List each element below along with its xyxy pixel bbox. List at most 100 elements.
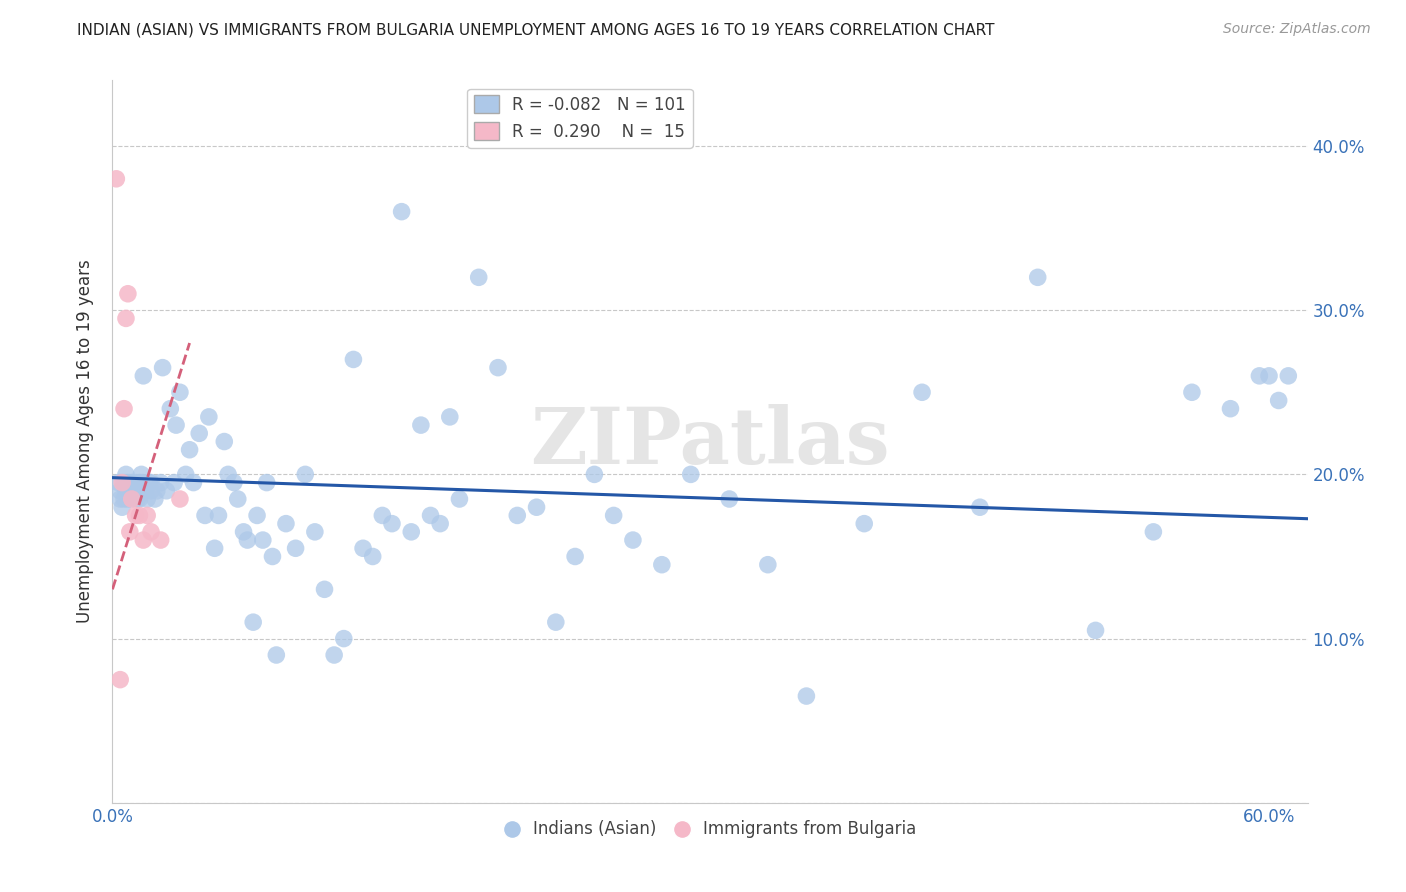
Point xyxy=(718,491,741,506)
Point xyxy=(583,467,606,482)
Point xyxy=(467,270,489,285)
Point xyxy=(117,475,139,490)
Point xyxy=(149,533,172,547)
Point xyxy=(232,524,254,539)
Point xyxy=(174,467,197,482)
Point xyxy=(111,475,134,490)
Point xyxy=(544,615,567,630)
Point xyxy=(252,533,274,547)
Point xyxy=(419,508,441,523)
Text: Source: ZipAtlas.com: Source: ZipAtlas.com xyxy=(1223,22,1371,37)
Point xyxy=(506,508,529,523)
Point xyxy=(1267,393,1289,408)
Point xyxy=(1142,524,1164,539)
Point xyxy=(333,632,356,646)
Point xyxy=(134,483,156,498)
Point xyxy=(1249,368,1271,383)
Point xyxy=(108,673,131,687)
Point xyxy=(127,491,149,506)
Point xyxy=(796,689,818,703)
Point xyxy=(169,491,191,506)
Point xyxy=(128,475,150,490)
Point xyxy=(969,500,991,515)
Point xyxy=(401,524,423,539)
Point xyxy=(486,360,509,375)
Point xyxy=(108,491,131,506)
Point xyxy=(146,483,169,498)
Point xyxy=(361,549,384,564)
Point xyxy=(131,467,153,482)
Point xyxy=(342,352,364,367)
Point xyxy=(188,426,211,441)
Point xyxy=(602,508,624,523)
Point xyxy=(449,491,471,506)
Point xyxy=(1219,401,1241,416)
Point xyxy=(108,483,131,498)
Point xyxy=(107,475,129,490)
Point xyxy=(118,524,141,539)
Point xyxy=(122,483,145,498)
Point xyxy=(124,508,146,523)
Point xyxy=(198,409,221,424)
Point xyxy=(911,385,934,400)
Point xyxy=(256,475,278,490)
Point xyxy=(1026,270,1049,285)
Point xyxy=(266,648,288,662)
Point xyxy=(183,475,205,490)
Point xyxy=(853,516,876,531)
Point xyxy=(115,467,138,482)
Point xyxy=(152,360,174,375)
Point xyxy=(651,558,673,572)
Point xyxy=(526,500,548,515)
Point xyxy=(112,491,135,506)
Point xyxy=(127,483,149,498)
Point xyxy=(262,549,284,564)
Point xyxy=(274,516,297,531)
Point xyxy=(429,516,451,531)
Point xyxy=(115,483,138,498)
Point xyxy=(115,311,138,326)
Point xyxy=(246,508,269,523)
Point xyxy=(136,491,159,506)
Point xyxy=(222,475,245,490)
Point xyxy=(117,286,139,301)
Point xyxy=(155,483,177,498)
Point xyxy=(226,491,249,506)
Point xyxy=(217,467,239,482)
Point xyxy=(121,491,143,506)
Point xyxy=(439,409,461,424)
Point xyxy=(352,541,374,556)
Point xyxy=(132,368,155,383)
Point xyxy=(112,475,135,490)
Point xyxy=(381,516,404,531)
Point xyxy=(1084,624,1107,638)
Point xyxy=(179,442,201,457)
Point xyxy=(314,582,336,597)
Point xyxy=(163,475,186,490)
Point xyxy=(756,558,779,572)
Point xyxy=(169,385,191,400)
Point xyxy=(207,508,229,523)
Point xyxy=(391,204,413,219)
Point xyxy=(236,533,259,547)
Point xyxy=(159,401,181,416)
Point xyxy=(242,615,264,630)
Point xyxy=(118,483,141,498)
Point xyxy=(124,475,146,490)
Point xyxy=(409,418,432,433)
Point xyxy=(128,491,150,506)
Point xyxy=(204,541,226,556)
Point xyxy=(165,418,187,433)
Point xyxy=(143,491,166,506)
Point xyxy=(1258,368,1281,383)
Point xyxy=(194,508,217,523)
Point xyxy=(214,434,236,449)
Point xyxy=(121,491,143,506)
Point xyxy=(128,508,150,523)
Point xyxy=(132,533,155,547)
Point xyxy=(304,524,326,539)
Point xyxy=(112,401,135,416)
Point xyxy=(121,475,143,490)
Point xyxy=(284,541,307,556)
Point xyxy=(564,549,586,564)
